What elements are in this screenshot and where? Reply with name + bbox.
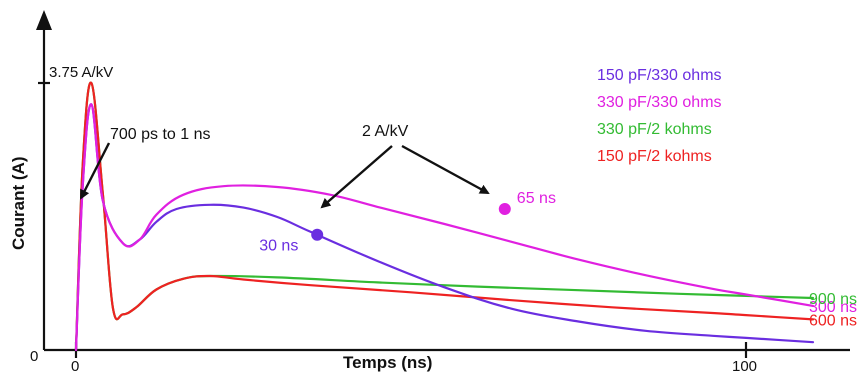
end-label-150-pf-2-kohms: 600 ns [809, 312, 857, 329]
axes [36, 10, 850, 358]
y-axis-title: Courant (A) [9, 157, 28, 250]
series-line-150-pf-2-kohms [74, 81, 815, 352]
series-line-330-pf-330-ohms [74, 103, 815, 352]
x-axis-title: Temps (ns) [343, 353, 432, 372]
arrow-2akv-to-65ns [401, 144, 490, 195]
marker-label-30-ns: 30 ns [259, 238, 298, 255]
arrow-rise-time [79, 142, 111, 200]
legend-entry-150-pf-330-ohms: 150 pF/330 ohms [597, 67, 722, 84]
x-tick-label-hundred: 100 [732, 358, 757, 375]
time-markers: 30 ns 65 ns [259, 190, 556, 255]
y-tick-label-zero: 0 [30, 348, 38, 365]
annotation-arrows [79, 142, 490, 209]
x-tick-label-zero: 0 [71, 358, 79, 375]
y-axis-arrowhead [36, 10, 52, 30]
y-tick-label-peak: 3.75 A/kV [49, 64, 113, 81]
marker-point-65-ns [498, 203, 511, 215]
end-label-330-pf-2-kohms: 900 ns [809, 291, 857, 308]
end-label-330-pf-330-ohms: 300 ns [809, 299, 857, 316]
marker-point-30-ns [311, 228, 324, 241]
series-lines [74, 81, 815, 352]
annotation-rise-time: 700 ps to 1 ns [110, 126, 211, 143]
legend: 150 pF/330 ohms 330 pF/330 ohms 330 pF/2 k… [597, 67, 722, 165]
marker-label-65-ns: 65 ns [517, 190, 556, 207]
legend-entry-330-pf-2-kohms: 330 pF/2 kohms [597, 121, 712, 138]
annotation-2akv: 2 A/kV [362, 123, 409, 140]
legend-entry-330-pf-330-ohms: 330 pF/330 ohms [597, 94, 722, 111]
legend-entry-150-pf-2-kohms: 150 pF/2 kohms [597, 148, 712, 165]
arrow-2akv-to-30ns [320, 145, 393, 209]
